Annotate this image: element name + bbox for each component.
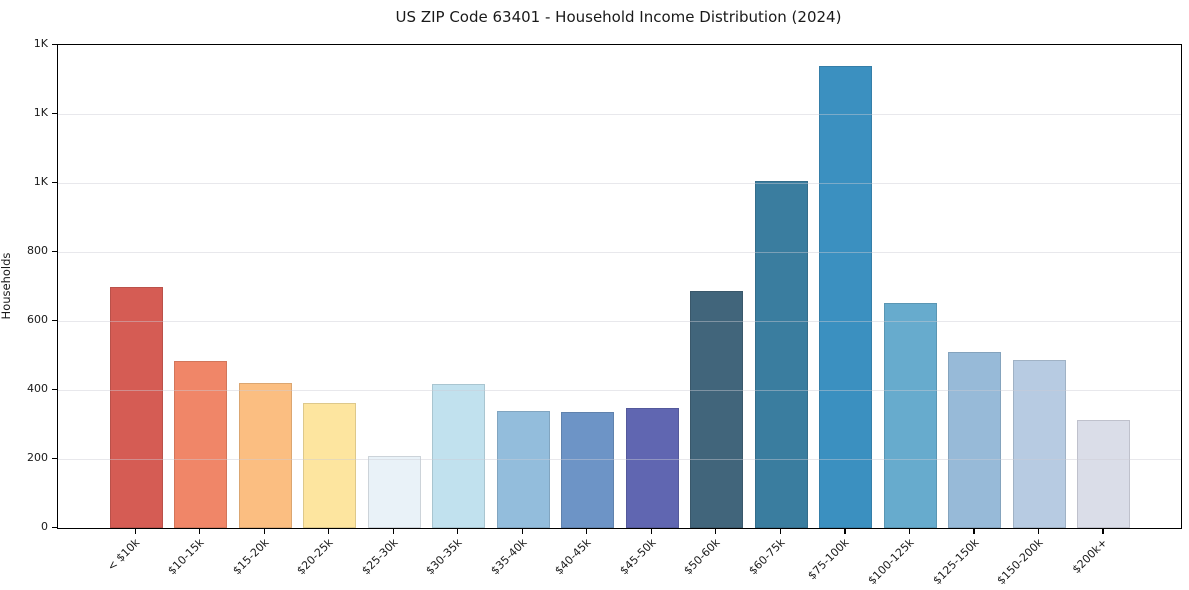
y-tick-label: 800 [27, 244, 48, 257]
chart-title: US ZIP Code 63401 - Household Income Dis… [395, 8, 842, 26]
bar-$125-150k [948, 352, 1002, 528]
x-tick-label: $20-25k [294, 535, 336, 577]
y-tick-mark [52, 388, 57, 390]
x-tick-label: $75-100k [805, 535, 853, 582]
x-tick-mark [586, 528, 588, 534]
x-tick-mark [779, 528, 781, 534]
x-tick-label: < $10k [104, 535, 143, 574]
x-tick-label: $200k+ [1070, 535, 1111, 576]
x-tick-mark [199, 528, 201, 534]
x-tick-label: $100-125k [865, 535, 917, 587]
y-tick-label: 200 [27, 451, 48, 464]
x-tick-mark [715, 528, 717, 534]
x-tick-mark [844, 528, 846, 534]
y-tick-mark [52, 112, 57, 114]
gridline-y-1200 [58, 113, 1181, 115]
x-tick-label: $45-50k [617, 535, 659, 577]
y-tick-label: 1K [33, 37, 48, 50]
x-tick-label: $150-200k [994, 535, 1046, 587]
bar-$40-45k [561, 412, 615, 528]
x-tick-label: $50-60k [681, 535, 723, 577]
y-tick-label: 1K [33, 106, 48, 119]
y-tick-mark [52, 319, 57, 321]
bar-$35-40k [496, 410, 550, 528]
y-tick-mark [52, 526, 57, 528]
x-tick-mark [650, 528, 652, 534]
bar-< $10k [109, 287, 163, 528]
x-tick-mark [908, 528, 911, 534]
y-tick-mark [52, 181, 57, 183]
plot-area [57, 44, 1182, 529]
x-tick-mark [521, 528, 523, 534]
bar-$60-75k [754, 181, 808, 528]
bar-$50-60k [690, 290, 744, 528]
bar-$200k+ [1077, 420, 1131, 528]
gridline-y-600 [58, 320, 1181, 322]
bar-$100-125k [883, 302, 937, 528]
x-tick-mark [328, 528, 330, 534]
y-tick-mark [52, 43, 57, 45]
x-tick-mark [1102, 528, 1104, 534]
bar-$45-50k [625, 407, 679, 528]
x-tick-label: $10-15k [165, 535, 207, 577]
x-tick-label: $30-35k [423, 535, 465, 577]
y-tick-mark [52, 250, 57, 252]
x-tick-label: $25-30k [359, 535, 401, 577]
x-tick-label: $125-150k [929, 535, 982, 587]
x-tick-mark [457, 528, 459, 534]
bar-$25-30k [367, 455, 421, 528]
bar-$75-100k [819, 66, 873, 528]
x-tick-mark [973, 528, 975, 534]
y-tick-mark [52, 457, 57, 459]
y-tick-label: 0 [41, 520, 48, 533]
gridline-y-1000 [58, 182, 1181, 184]
bar-$150-200k [1012, 360, 1066, 528]
y-tick-label: 600 [27, 313, 48, 326]
bar-$10-15k [174, 361, 228, 528]
y-tick-label: 1K [33, 175, 48, 188]
x-tick-mark [134, 528, 136, 534]
x-tick-mark [392, 528, 394, 534]
x-tick-label: $60-75k [746, 535, 788, 577]
bar-$30-35k [432, 383, 486, 528]
x-tick-label: $40-45k [552, 535, 594, 577]
gridline-y-800 [58, 251, 1181, 253]
y-tick-label: 400 [27, 382, 48, 395]
bar-$15-20k [238, 383, 292, 528]
bar-$20-25k [303, 403, 357, 528]
x-tick-mark [263, 528, 265, 534]
x-tick-mark [1037, 528, 1040, 534]
x-tick-label: $35-40k [488, 535, 530, 577]
x-tick-label: $15-20k [229, 535, 272, 577]
